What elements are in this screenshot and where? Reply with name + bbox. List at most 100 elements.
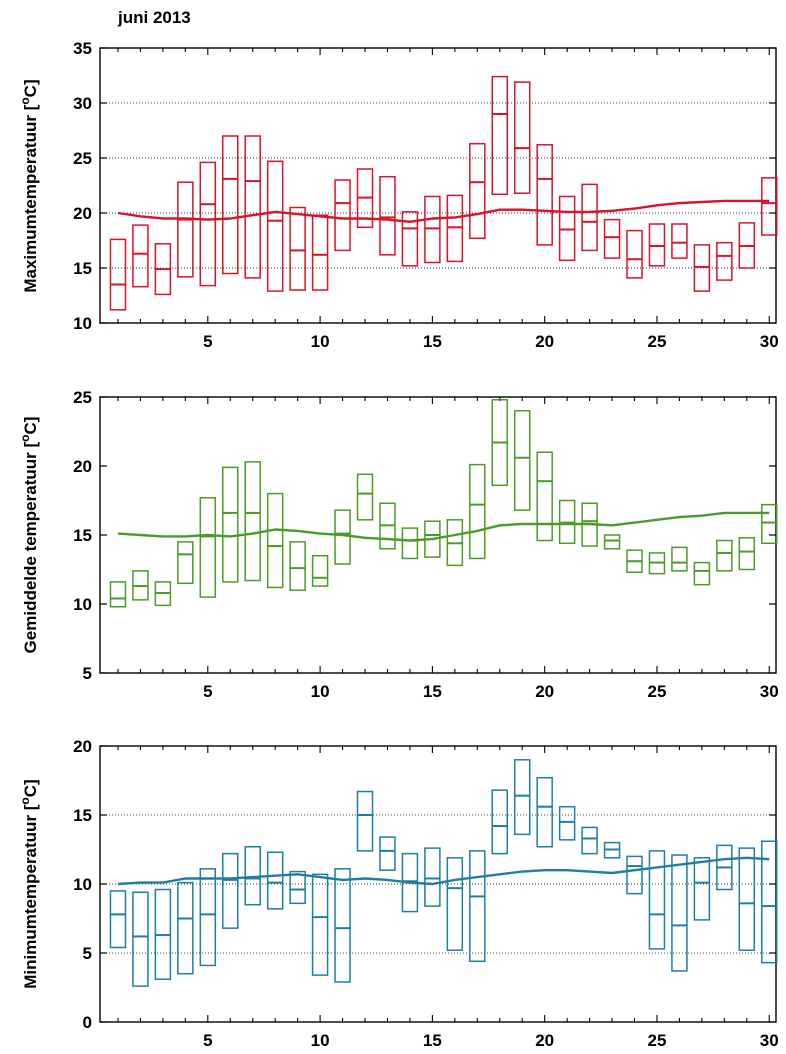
max-xtick-label: 20 xyxy=(535,332,554,351)
avg-range-box xyxy=(109,581,127,608)
avg-xtick-label: 25 xyxy=(648,682,667,701)
max-range-box xyxy=(469,142,486,240)
avg-ytick-label: 20 xyxy=(73,457,92,476)
max-normal-line xyxy=(117,199,770,224)
avg-xtick-label: 5 xyxy=(203,682,212,701)
max-range-box xyxy=(513,81,531,194)
max-xtick-label: 25 xyxy=(648,332,667,351)
min-range-box xyxy=(558,805,576,841)
max-range-box xyxy=(626,229,643,279)
min-range-box xyxy=(648,850,666,950)
avg-range-box xyxy=(199,496,217,598)
max-range-box xyxy=(311,214,329,291)
min-range-box xyxy=(446,857,464,951)
min-panel: 0 5 10 15 20 5 10 15 20 25 30 Minimumtemperatuur [o… xyxy=(18,737,779,1050)
avg-range-box xyxy=(671,546,688,572)
min-range-box xyxy=(311,873,329,976)
max-ylabel: Maximumtemperatuur [oC] xyxy=(18,79,40,292)
max-range-box xyxy=(648,223,666,267)
max-panel: 10 15 20 25 30 35 5 10 15 20 25 30 Maximumtemperatuu… xyxy=(18,39,779,351)
max-xtick-label: 10 xyxy=(311,332,330,351)
min-range-box xyxy=(738,847,756,951)
avg-ytick-label: 10 xyxy=(73,595,92,614)
max-range-box xyxy=(558,195,576,262)
avg-range-box xyxy=(693,561,711,586)
avg-xtick-label: 20 xyxy=(535,682,554,701)
max-range-box xyxy=(199,161,217,287)
avg-xtick-label: 15 xyxy=(423,682,442,701)
max-range-box xyxy=(536,144,553,246)
min-range-box xyxy=(356,790,374,852)
avg-ylabel: Gemiddelde temperatuur [oC] xyxy=(18,417,40,654)
max-ytick-label: 20 xyxy=(73,204,92,223)
max-range-box xyxy=(244,135,261,279)
max-ytick-label: 30 xyxy=(73,94,92,113)
max-range-box xyxy=(132,224,149,288)
avg-range-box xyxy=(356,473,374,521)
min-range-box xyxy=(289,870,306,905)
avg-ytick-label: 25 xyxy=(73,388,92,407)
max-range-box xyxy=(222,135,239,275)
min-range-box xyxy=(536,776,553,848)
avg-range-box xyxy=(222,466,239,583)
min-range-box xyxy=(761,840,778,964)
avg-range-box xyxy=(761,503,778,545)
min-normal-line xyxy=(117,856,770,886)
min-range-box xyxy=(199,868,217,967)
avg-range-box xyxy=(311,554,329,587)
min-xtick-label: 5 xyxy=(203,1031,212,1050)
max-ytick-label: 15 xyxy=(73,259,92,278)
min-range-box xyxy=(671,854,688,972)
min-xtick-label: 10 xyxy=(311,1031,330,1050)
max-ytick-label: 10 xyxy=(73,314,92,333)
avg-range-box xyxy=(536,451,553,542)
avg-normal-line xyxy=(117,511,770,542)
min-xtick-label: 25 xyxy=(648,1031,667,1050)
page-title: juni 2013 xyxy=(118,8,191,27)
max-range-box xyxy=(671,223,688,259)
max-range-box xyxy=(289,206,306,291)
avg-range-box xyxy=(716,539,733,572)
max-range-box xyxy=(603,218,621,259)
avg-range-box xyxy=(738,537,756,571)
max-xtick-label: 15 xyxy=(423,332,442,351)
max-range-box xyxy=(446,194,464,263)
min-xtick-label: 20 xyxy=(535,1031,554,1050)
avg-ytick-label: 5 xyxy=(83,664,92,683)
avg-range-box xyxy=(513,410,531,511)
min-ytick-label: 15 xyxy=(73,806,92,825)
min-xtick-label: 30 xyxy=(760,1031,779,1050)
min-xtick-label: 15 xyxy=(423,1031,442,1050)
min-range-box xyxy=(222,852,239,929)
avg-range-box xyxy=(603,534,621,550)
max-range-box xyxy=(693,244,711,292)
min-range-box xyxy=(424,847,441,907)
min-range-box xyxy=(469,850,486,963)
min-ytick-label: 0 xyxy=(83,1013,92,1032)
avg-panel: 5 10 15 20 25 5 10 15 20 25 30 Gemiddelde temperatu… xyxy=(18,388,779,701)
max-range-box xyxy=(716,241,733,281)
max-range-box xyxy=(177,181,194,278)
min-range-box xyxy=(693,857,711,921)
avg-range-box xyxy=(289,541,306,591)
avg-range-box xyxy=(177,541,194,585)
max-range-box xyxy=(581,183,598,252)
max-range-box xyxy=(491,75,509,196)
avg-range-box xyxy=(401,527,419,560)
min-ytick-label: 5 xyxy=(83,944,92,963)
min-ytick-label: 10 xyxy=(73,875,92,894)
max-ytick-label: 25 xyxy=(73,149,92,168)
min-range-box xyxy=(491,789,509,855)
avg-range-box xyxy=(266,492,284,589)
avg-range-box xyxy=(244,461,261,582)
max-range-box xyxy=(109,238,127,311)
avg-xtick-label: 10 xyxy=(311,682,330,701)
max-range-box xyxy=(379,175,396,256)
max-range-box xyxy=(334,179,351,252)
min-range-box xyxy=(177,881,194,975)
min-ytick-label: 20 xyxy=(73,737,92,756)
max-ytick-label: 35 xyxy=(73,39,92,58)
min-range-box xyxy=(513,759,531,836)
max-range-box xyxy=(424,195,441,264)
